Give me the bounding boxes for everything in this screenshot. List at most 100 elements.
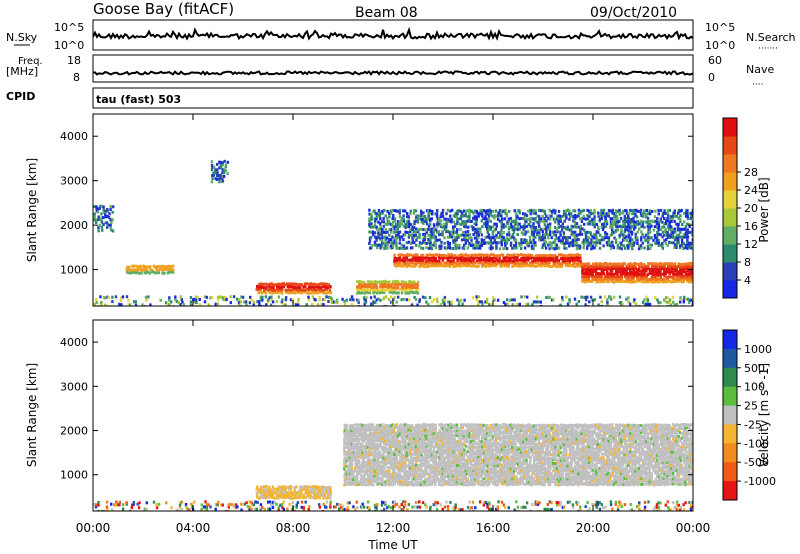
power-cell-f6	[505, 214, 509, 218]
velocity-cell-f1	[438, 460, 441, 464]
velocity-cell-f1	[429, 437, 432, 441]
power-cell-f7	[650, 275, 654, 279]
velocity-cell-f1	[355, 448, 359, 452]
velocity-cell-f1	[443, 463, 447, 467]
power-cell-f5	[566, 261, 569, 265]
velocity-cell-f0	[282, 495, 285, 499]
power-cell-f5	[452, 264, 455, 268]
power-cell-f6	[597, 241, 600, 245]
power-cell-f6	[612, 246, 616, 250]
power-cell-f6	[513, 222, 516, 226]
power-cell-f7	[655, 277, 659, 281]
power-cell-f8	[307, 298, 311, 302]
velocity-cell-f1	[389, 461, 392, 465]
power-cell-f6	[595, 240, 598, 244]
velocity-cell-f1	[356, 431, 359, 435]
power-cell-f5	[545, 264, 548, 268]
power-cell-f7	[586, 262, 589, 266]
power-cell-f1	[163, 271, 166, 275]
velocity-cell-f1	[450, 464, 453, 468]
velocity-cell-f1	[361, 423, 364, 427]
velocity-cell-f1	[358, 461, 361, 465]
power-cell-f6	[668, 214, 672, 218]
power-cell-f5	[491, 262, 494, 266]
power-cell-f6	[527, 241, 530, 245]
power-cell-f6	[655, 222, 659, 226]
power-cell-f4	[404, 281, 407, 284]
velocity-cell-f0	[271, 485, 275, 489]
velocity-cell-f1	[448, 455, 451, 459]
velocity-cell-f1	[348, 432, 351, 436]
velocity-cell-f1	[404, 482, 407, 486]
velocity-cell-f1	[393, 440, 396, 444]
velocity-cell-f1	[380, 483, 384, 487]
power-cell-f6	[423, 215, 427, 218]
power-cell-f6	[566, 235, 569, 239]
velocity-cell-f1	[350, 459, 354, 463]
velocity-cell-f1	[372, 468, 375, 472]
power-cell-f6	[687, 212, 691, 215]
power-cell-f5	[461, 259, 464, 263]
velocity-cell-f1	[400, 429, 403, 433]
velocity-cell-f1	[364, 479, 368, 483]
power-cell-f6	[655, 238, 658, 242]
velocity-cell-f1	[354, 478, 357, 481]
velocity-cell-f1	[409, 453, 412, 457]
power-cell-f6	[375, 236, 378, 240]
power-cell-f6	[429, 217, 432, 221]
power-cell-f6	[422, 211, 425, 215]
power-colorbar-tick-label: 20	[744, 202, 758, 215]
power-cell-f4	[368, 289, 371, 293]
power-cell-f6	[378, 214, 382, 218]
power-cell-f6	[550, 210, 554, 213]
velocity-cell-f1	[424, 450, 427, 454]
velocity-cell-f1	[370, 474, 373, 478]
power-cell-f8	[657, 304, 661, 306]
velocity-cell-f1	[375, 434, 378, 438]
power-cell-f3	[293, 287, 297, 291]
power-cell-f6	[430, 243, 434, 247]
power-cell-f6	[548, 217, 552, 221]
power-cell-f5	[431, 264, 434, 267]
velocity-cell-f1	[413, 439, 416, 443]
power-cell-f6	[631, 209, 634, 212]
power-cell-f6	[457, 222, 460, 226]
velocity-cell-f0	[304, 491, 307, 495]
power-cell-f6	[543, 227, 546, 231]
velocity-cell-f1	[398, 466, 401, 470]
power-cell-f6	[393, 230, 396, 234]
velocity-cell-f1	[433, 445, 436, 449]
power-cell-f8	[118, 302, 121, 306]
power-cell-f2	[211, 177, 214, 181]
velocity-cell-f1	[407, 425, 411, 429]
power-cell-f7	[599, 274, 602, 278]
power-cell-f2	[217, 174, 221, 178]
velocity-cell-f1	[384, 432, 387, 436]
power-cell-f4	[404, 291, 407, 295]
power-cell-f6	[666, 235, 669, 239]
velocity-cell-f0	[318, 486, 321, 490]
power-cell-f6	[456, 212, 459, 216]
power-cell-f5	[546, 258, 550, 262]
power-cell-f6	[486, 231, 489, 234]
velocity-cell-f1	[384, 455, 387, 459]
power-cell-f5	[411, 261, 414, 265]
velocity-cell-f1	[355, 442, 359, 446]
power-cell-f6	[507, 225, 510, 229]
power-cell-f3	[289, 291, 293, 294]
velocity-cell-f1	[427, 474, 431, 478]
power-cell-f6	[455, 246, 458, 250]
velocity-cell-f1	[354, 461, 357, 465]
velocity-cell-f1	[424, 483, 427, 487]
power-cell-f8	[586, 295, 589, 299]
power-cell-f7	[598, 280, 602, 284]
power-cell-f7	[656, 279, 659, 283]
power-cell-f6	[452, 247, 455, 250]
power-cell-f7	[646, 278, 650, 281]
power-cell-f7	[619, 272, 623, 276]
power-cell-f6	[486, 235, 489, 239]
power-cell-f6	[684, 227, 687, 231]
power-cell-f6	[462, 247, 466, 251]
power-cell-f5	[416, 256, 420, 260]
power-cell-f6	[579, 224, 582, 228]
